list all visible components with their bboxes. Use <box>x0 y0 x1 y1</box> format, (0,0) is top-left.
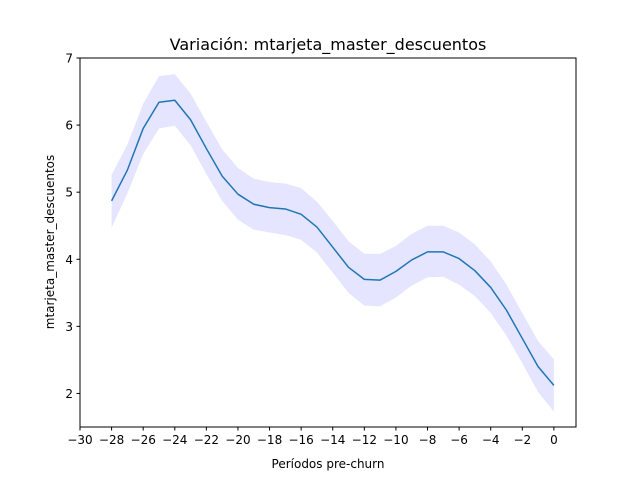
x-tick-label: −8 <box>419 433 437 447</box>
y-tick-label: 5 <box>65 186 73 200</box>
y-tick-label: 2 <box>65 387 73 401</box>
x-tick-label: −16 <box>288 433 313 447</box>
x-tick-label: −18 <box>257 433 282 447</box>
y-axis: 2 3 4 5 6 7 <box>65 52 80 401</box>
x-tick-label: −6 <box>450 433 468 447</box>
x-tick-label: −12 <box>352 433 377 447</box>
x-axis-label: Períodos pre-churn <box>272 457 385 471</box>
axes-frame <box>79 57 577 428</box>
chart-title: Variación: mtarjeta_master_descuentos <box>170 35 487 55</box>
y-tick-label: 7 <box>65 52 73 66</box>
x-tick-label: −10 <box>383 433 408 447</box>
x-tick-label: −24 <box>162 433 187 447</box>
confidence-band <box>111 74 554 412</box>
x-tick-label: −26 <box>131 433 156 447</box>
x-axis: −30 −28 −26 −24 −22 −20 −18 −16 −14 −12 −10 −8 −6 −4−… <box>67 427 558 447</box>
x-tick-label: −30 <box>67 433 92 447</box>
x-tick-label: −14 <box>320 433 345 447</box>
x-tick-label: −28 <box>99 433 124 447</box>
y-tick-label: 3 <box>65 320 73 334</box>
plot-area <box>110 74 555 412</box>
x-tick-label: −22 <box>194 433 219 447</box>
y-axis-label: mtarjeta_master_descuentos <box>43 155 57 330</box>
x-tick-label: 0 <box>550 433 558 447</box>
series-line <box>110 99 555 386</box>
x-tick-label: −20 <box>225 433 250 447</box>
y-tick-label: 6 <box>65 119 73 133</box>
x-tick-label: −2 <box>513 433 531 447</box>
y-tick-label: 4 <box>65 253 73 267</box>
x-tick-label: −4 <box>482 433 500 447</box>
